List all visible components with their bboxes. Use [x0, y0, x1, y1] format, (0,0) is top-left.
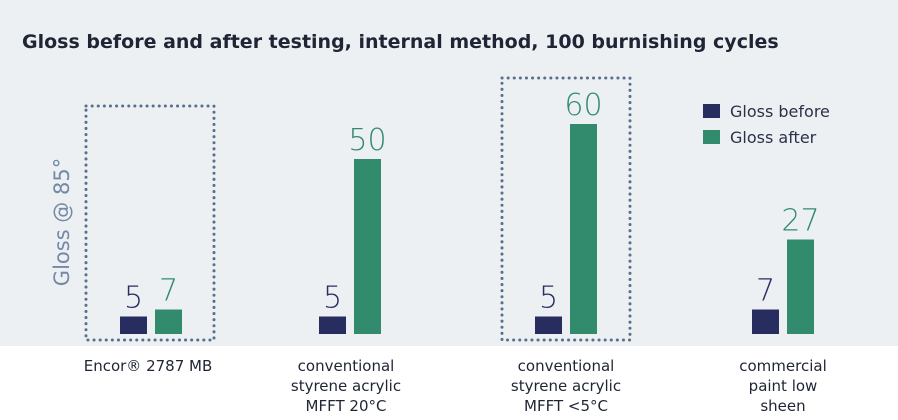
legend-swatch	[703, 130, 720, 144]
category-label-line: Encor® 2787 MB	[84, 357, 213, 375]
value-label: 50	[348, 123, 386, 158]
value-label: 7	[756, 274, 775, 309]
category-label-line: styrene acrylic	[291, 377, 401, 395]
bar	[752, 309, 779, 334]
chart-title: Gloss before and after testing, internal…	[22, 31, 779, 53]
category-label: Encor® 2787 MB	[84, 357, 213, 375]
bar	[570, 124, 597, 334]
category-label-line: conventional	[298, 357, 395, 375]
category-label: conventional styrene acrylic MFFT 20°C	[291, 357, 401, 415]
category-label-line: paint low	[749, 377, 818, 395]
value-label: 27	[781, 204, 819, 239]
legend-label: Gloss after	[730, 128, 817, 147]
category-label-line: conventional	[518, 357, 615, 375]
legend: Gloss before Gloss after	[703, 102, 830, 147]
legend-swatch	[703, 104, 720, 118]
value-label: 7	[159, 274, 178, 309]
category-label: conventional styrene acrylic MFFT <5°C	[511, 357, 621, 415]
bar	[319, 316, 346, 334]
chart-background-panel	[0, 0, 898, 346]
category-label-line: commercial	[739, 357, 827, 375]
bar	[354, 159, 381, 334]
category-label-line: sheen	[760, 397, 805, 415]
category-label-line: styrene acrylic	[511, 377, 621, 395]
highlight-box	[84, 104, 216, 342]
bar	[120, 316, 147, 334]
value-label: 5	[539, 281, 558, 316]
bar	[787, 239, 814, 334]
category-label-line: MFFT <5°C	[524, 397, 608, 415]
bar	[535, 316, 562, 334]
category-label-line: MFFT 20°C	[306, 397, 387, 415]
y-axis-label: Gloss @ 85°	[50, 158, 74, 286]
value-label: 5	[323, 281, 342, 316]
bar	[155, 309, 182, 334]
category-label: commercial paint low sheen	[739, 357, 827, 415]
value-label: 5	[124, 281, 143, 316]
legend-label: Gloss before	[730, 102, 830, 121]
value-label: 60	[564, 88, 602, 123]
